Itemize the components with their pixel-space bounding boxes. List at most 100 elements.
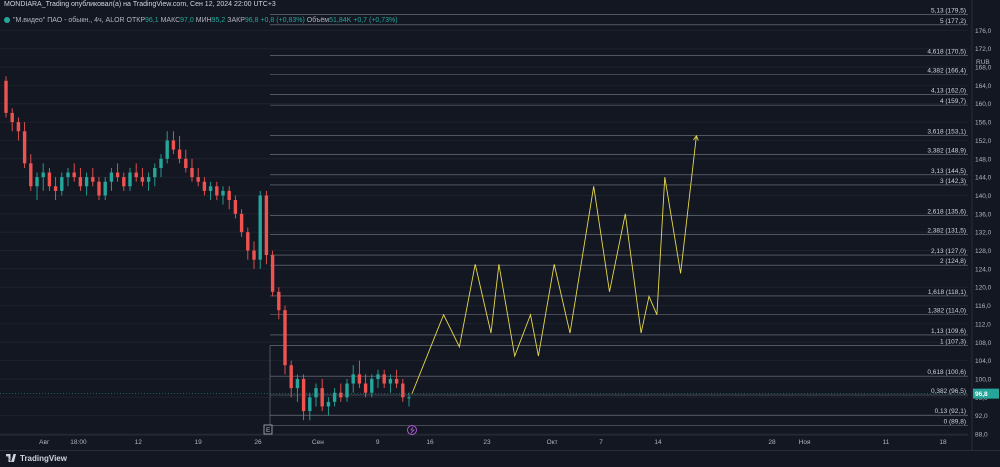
candle-body [314,388,318,398]
currency-label: RUB [976,59,990,66]
y-tick-label: 92,0 [975,413,988,420]
candle-body [345,383,349,398]
candle-body [227,190,231,201]
legend-close: 96,8 [244,17,259,24]
y-tick-label: 108,0 [975,340,992,347]
candle-body [4,80,8,113]
fib-level-label: 4,382 (166,4) [927,67,966,74]
candle-body [382,374,386,384]
y-tick-label: 120,0 [975,285,992,292]
candle-body [295,378,300,389]
y-tick-label: 152,0 [975,138,992,145]
publish-header: MONDIARA_Trading опубликовал(а) на Tradi… [4,1,276,8]
candle-body [103,181,107,196]
fib-level-label: 1 (107,3) [940,338,966,345]
price-axis[interactable]: RUB 176,0 172,0 168,0 164,0 160,0 156,0 152,0 14… [971,0,1000,450]
fib-level-label: 0,618 (100,6) [927,369,966,376]
candle-body [264,195,269,256]
x-tick-label: 19 [195,439,203,446]
legend-low-label: МИН [195,17,212,24]
candle-body [215,186,219,196]
candle-body [184,158,188,168]
legend-volume-label: Объём [306,17,330,24]
x-tick-label: Окт [547,439,558,446]
projection-path[interactable] [411,134,699,394]
candle-body [202,181,207,191]
symbol-status-dot [4,17,10,24]
candle-body [134,172,138,178]
x-tick-label: 28 [768,439,776,446]
legend-symbol[interactable]: "М.видео" ПАО - обыкн., 4ч, ALOR [13,17,125,24]
fib-level-label: 1,382 (114,0) [928,308,966,315]
projection-line [411,135,697,394]
candle-body [159,158,163,168]
candle-body [72,172,76,178]
legend-close-label: ЗАКР [227,17,245,24]
y-tick-label: 116,0 [975,303,991,310]
fib-level-label: 4,13 (162,0) [931,88,966,95]
candle-body [78,177,83,187]
x-tick-label: 23 [483,439,491,446]
lightning-icon [410,426,415,434]
candle-body [221,190,225,196]
candle-body [66,172,70,178]
legend-high-label: МАКС [160,17,181,24]
fib-extension[interactable]: 5,13 (179,5) 5 (177,2) 4,618 (170,5) 4,382 … [263,7,968,435]
legend-open: 96,1 [145,17,159,24]
candle-body [29,163,33,187]
tv-logo-icon [6,454,16,462]
candle-body [10,112,14,123]
fib-level-label: 0 (89,8) [944,419,966,426]
x-tick-label: 16 [426,439,434,446]
candle-body [122,177,126,187]
candle-body [208,186,213,191]
candle-body [332,392,337,402]
current-price-label: 96,8 [975,391,988,398]
fib-level-label: 1,13 (109,6) [931,328,966,335]
candle-body [320,388,324,407]
y-tick-label: 140,0 [975,193,992,200]
y-tick-label: 148,0 [975,156,992,163]
candle-body [84,177,89,187]
fib-level-label: 3,13 (144,5) [931,168,966,175]
y-tick-label: 124,0 [975,266,992,273]
fib-anchor-letter: E [266,427,271,434]
x-tick-label: 18:00 [70,439,87,446]
y-tick-label: 104,0 [975,358,992,365]
legend-low: 95,2 [211,17,226,24]
candle-body [53,186,58,191]
candle-body [97,181,101,196]
candle-body [190,167,194,178]
candle-body [128,172,132,187]
fib-level-label: 2,13 (127,0) [931,248,966,255]
candle-body [351,374,355,384]
fib-level-label: 4 (159,7) [940,98,966,105]
price-grid [0,29,968,435]
candle-body [109,172,114,182]
candle-body [60,177,64,191]
y-tick-label: 100,0 [975,376,992,383]
y-tick-label: 164,0 [975,83,992,90]
legend-volume: 51,84K [329,17,352,24]
fib-level-label: 0,13 (92,1) [935,408,966,415]
candle-body [301,378,306,412]
candle-body [270,255,275,292]
candle-body [177,149,182,159]
tradingview-logo[interactable]: TradingView [6,454,67,463]
fib-level-label: 4,618 (170,5) [927,49,966,56]
legend-open-label: ОТКР [126,17,146,24]
y-tick-label: 144,0 [975,175,992,182]
fib-level-label: 0,382 (96,5) [931,388,966,395]
x-tick-label: 9 [376,439,380,446]
price-chart[interactable]: 5,13 (179,5) 5 (177,2) 4,618 (170,5) 4,382 … [0,0,1000,450]
candle-body [16,122,21,132]
candle-body [246,232,250,251]
candle-body [388,378,393,384]
fib-level-label: 5,13 (179,5) [931,7,966,14]
candle-body [252,250,256,260]
footer-bar: TradingView [0,450,1000,467]
candle-body [326,401,331,407]
legend-change: +0,8 (+0,83%) [260,17,305,24]
event-marker-icon [407,425,417,435]
